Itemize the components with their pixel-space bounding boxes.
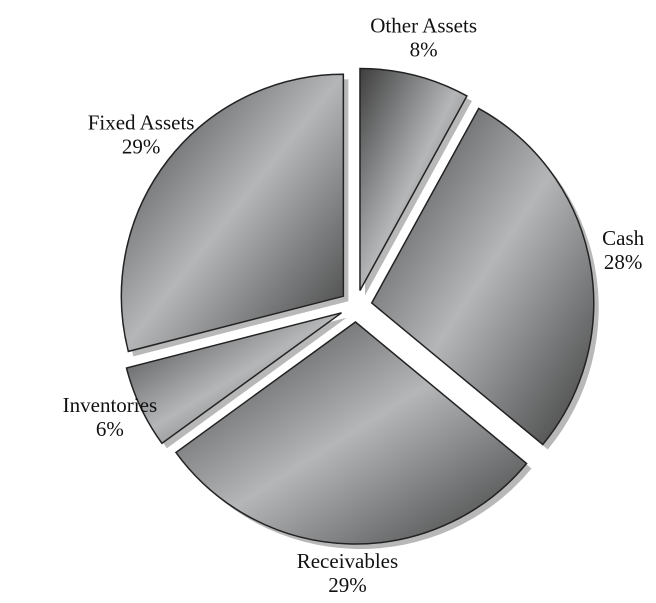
slice-label: Fixed Assets 29% [88, 110, 195, 158]
slice-label: Receivables 29% [297, 549, 398, 597]
value-label: 28% [604, 250, 643, 274]
slice-label: Inventories 6% [63, 393, 157, 441]
category-label: Other Assets [370, 14, 477, 38]
category-label: Receivables [297, 549, 398, 573]
slice [174, 321, 528, 545]
value-label: 29% [122, 134, 161, 158]
slice [120, 73, 345, 353]
slice-label: Cash 28% [602, 226, 645, 274]
value-label: 29% [328, 573, 367, 597]
category-label: Cash [602, 226, 645, 250]
slice [370, 107, 595, 446]
category-label: Fixed Assets [88, 110, 195, 134]
slice [125, 312, 342, 445]
value-label: 6% [96, 417, 124, 441]
slice-label: Other Assets 8% [370, 14, 477, 62]
category-label: Inventories [63, 393, 157, 417]
value-label: 8% [410, 38, 438, 62]
slice [359, 67, 468, 291]
